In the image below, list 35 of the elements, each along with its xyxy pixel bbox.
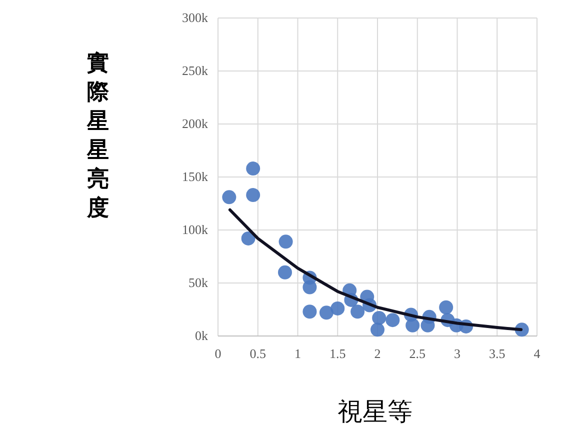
- point: [302, 280, 317, 294]
- x-tick-label: 1: [294, 346, 301, 361]
- y-tick-label: 50k: [188, 275, 208, 290]
- point: [222, 190, 236, 204]
- point: [330, 301, 345, 316]
- y-tick-label: 300k: [182, 10, 208, 25]
- x-tick-label: 2.5: [409, 346, 426, 361]
- point: [372, 310, 386, 325]
- point: [319, 306, 334, 320]
- point: [406, 318, 420, 332]
- x-axis-title: 視星等: [338, 399, 412, 426]
- point: [302, 304, 317, 319]
- point: [278, 265, 292, 280]
- y-axis-title: 實際星星亮度: [86, 50, 110, 220]
- point: [278, 234, 293, 249]
- y-tick-label: 150k: [182, 169, 208, 184]
- x-tick-label: 0.5: [250, 346, 266, 361]
- y-tick-label: 250k: [182, 63, 208, 78]
- y-tick-label: 0k: [195, 328, 208, 343]
- point: [420, 318, 435, 332]
- x-tick-label: 1.5: [330, 346, 346, 361]
- y-tick-label: 100k: [182, 222, 208, 237]
- y-tick-label: 200k: [182, 116, 208, 131]
- point: [246, 188, 260, 202]
- point: [350, 304, 365, 319]
- x-tick-label: 2: [374, 346, 381, 361]
- point: [386, 313, 400, 328]
- point: [439, 300, 454, 314]
- point: [241, 231, 256, 246]
- x-tick-label: 0: [214, 346, 222, 361]
- point: [246, 162, 260, 176]
- x-tick-label: 3: [454, 346, 460, 361]
- x-tick-label: 3.5: [489, 346, 506, 361]
- x-tick-label: 4: [534, 346, 541, 361]
- point: [370, 322, 384, 337]
